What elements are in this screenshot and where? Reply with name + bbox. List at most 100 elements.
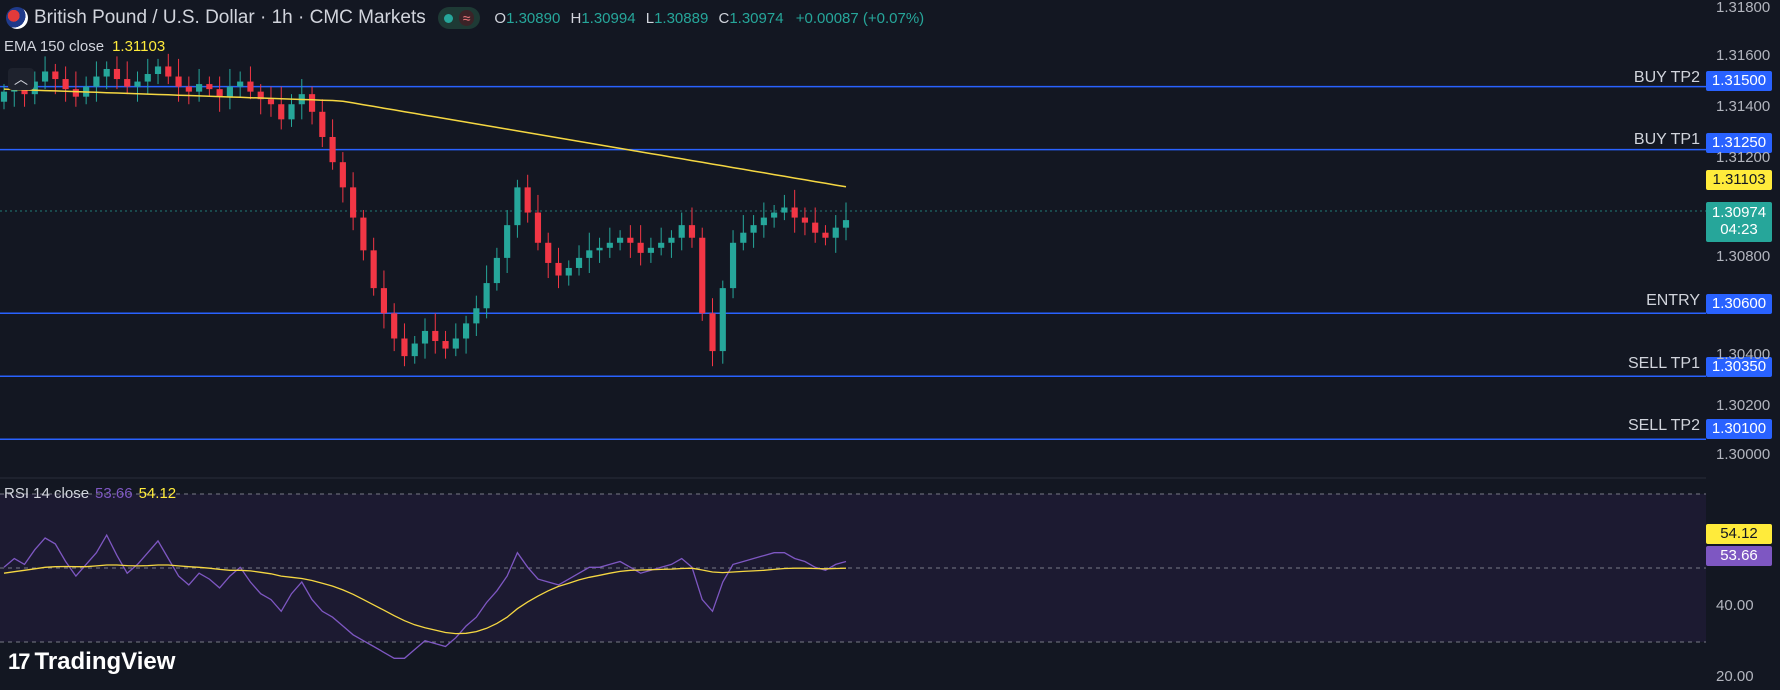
candle-body[interactable]	[288, 104, 295, 120]
candle-body[interactable]	[0, 91, 8, 102]
candle-body[interactable]	[62, 79, 69, 90]
candle-body[interactable]	[606, 242, 613, 248]
candle-body[interactable]	[339, 162, 346, 188]
price-tag-sell-tp2: 1.30100	[1706, 419, 1772, 439]
candle-body[interactable]	[31, 81, 38, 95]
level-label-entry[interactable]: ENTRY	[1646, 292, 1700, 309]
candle-body[interactable]	[832, 227, 839, 238]
candle-body[interactable]	[226, 86, 233, 97]
candle-body[interactable]	[575, 257, 583, 268]
rsi-legend[interactable]: RSI 14 close 53.66 54.12	[4, 485, 176, 502]
candle-body[interactable]	[72, 89, 79, 97]
candle-body[interactable]	[781, 207, 788, 213]
candle-body[interactable]	[411, 343, 418, 357]
candle-body[interactable]	[442, 341, 449, 349]
candle-body[interactable]	[524, 187, 531, 213]
candle-body[interactable]	[740, 232, 747, 243]
candle-body[interactable]	[709, 313, 716, 352]
logo-text: TradingView	[34, 648, 176, 675]
candle-body[interactable]	[206, 84, 213, 90]
candle-body[interactable]	[627, 237, 634, 243]
candle-body[interactable]	[647, 247, 654, 253]
candle-body[interactable]	[750, 225, 757, 233]
rsi-axis-tick: 40.00	[1716, 597, 1754, 614]
candle-body[interactable]	[103, 68, 110, 77]
candle-body[interactable]	[678, 225, 685, 238]
candle-body[interactable]	[144, 74, 151, 82]
level-label-sell-tp2[interactable]: SELL TP2	[1627, 417, 1700, 434]
candle-body[interactable]	[760, 217, 767, 226]
candle-body[interactable]	[842, 220, 850, 228]
open-label: O	[494, 9, 507, 27]
candle-body[interactable]	[391, 313, 398, 339]
candle-body[interactable]	[247, 81, 254, 92]
candle-body[interactable]	[504, 225, 511, 258]
candle-body[interactable]	[514, 187, 521, 226]
candle-body[interactable]	[370, 250, 377, 289]
candle-body[interactable]	[52, 71, 59, 80]
candle-body[interactable]	[462, 323, 470, 339]
candle-body[interactable]	[93, 76, 100, 87]
candle-body[interactable]	[257, 91, 264, 100]
candle-body[interactable]	[308, 94, 316, 112]
ema-value: 1.31103	[112, 38, 166, 55]
collapse-legend-button[interactable]: ︿	[8, 68, 34, 90]
candle-body[interactable]	[473, 308, 480, 324]
candle-body[interactable]	[586, 250, 593, 258]
candle-body[interactable]	[812, 222, 819, 233]
candle-body[interactable]	[216, 89, 223, 97]
candle-body[interactable]	[350, 187, 357, 218]
candle-body[interactable]	[771, 212, 778, 218]
candle-body[interactable]	[658, 242, 665, 248]
rsi-axis-tick: 20.00	[1716, 668, 1754, 685]
candle-body[interactable]	[617, 237, 624, 243]
candle-body[interactable]	[822, 232, 829, 238]
candle-body[interactable]	[801, 217, 809, 223]
candle-body[interactable]	[154, 66, 162, 75]
candle-body[interactable]	[380, 288, 388, 314]
level-label-buy-tp1[interactable]: BUY TP1	[1633, 131, 1700, 148]
level-label-sell-tp1[interactable]: SELL TP1	[1627, 355, 1700, 372]
candle-body[interactable]	[719, 288, 726, 352]
ema-legend[interactable]: EMA 150 close 1.31103	[4, 38, 165, 55]
candle-body[interactable]	[237, 81, 244, 87]
candle-body[interactable]	[175, 76, 182, 87]
candle-body[interactable]	[124, 79, 131, 87]
candle-body[interactable]	[134, 81, 141, 87]
candle-body[interactable]	[555, 262, 562, 276]
candle-body[interactable]	[165, 66, 172, 77]
symbol-header[interactable]: British Pound / U.S. Dollar · 1h · CMC M…	[0, 6, 924, 30]
candle-body[interactable]	[452, 338, 459, 349]
symbol-title[interactable]: British Pound / U.S. Dollar · 1h · CMC M…	[34, 7, 426, 28]
price-pane[interactable]	[0, 0, 1706, 478]
candle-body[interactable]	[432, 330, 439, 342]
candle-body[interactable]	[668, 237, 675, 243]
candle-body[interactable]	[41, 71, 49, 82]
market-status[interactable]: ≈	[437, 7, 481, 29]
candle-body[interactable]	[401, 338, 408, 357]
candle-body[interactable]	[185, 86, 192, 92]
candle-body[interactable]	[699, 237, 706, 314]
candle-body[interactable]	[637, 242, 644, 253]
candle-body[interactable]	[196, 84, 203, 92]
candle-body[interactable]	[483, 283, 490, 309]
candle-body[interactable]	[545, 242, 552, 263]
candle-body[interactable]	[329, 136, 336, 163]
candle-body[interactable]	[267, 99, 275, 105]
candle-body[interactable]	[791, 207, 798, 218]
candle-body[interactable]	[278, 104, 285, 120]
candle-body[interactable]	[729, 242, 737, 289]
candle-body[interactable]	[319, 111, 326, 137]
candle-body[interactable]	[596, 247, 603, 251]
level-label-buy-tp2[interactable]: BUY TP2	[1633, 69, 1700, 86]
candle-body[interactable]	[534, 212, 542, 243]
candle-body[interactable]	[565, 267, 572, 276]
tradingview-logo[interactable]: 17 TradingView	[8, 648, 175, 676]
candle-body[interactable]	[360, 217, 367, 251]
candle-body[interactable]	[493, 257, 500, 284]
wave-icon: ≈	[458, 10, 475, 26]
candle-body[interactable]	[113, 68, 121, 80]
candle-body[interactable]	[688, 225, 696, 238]
candle-body[interactable]	[421, 330, 429, 344]
